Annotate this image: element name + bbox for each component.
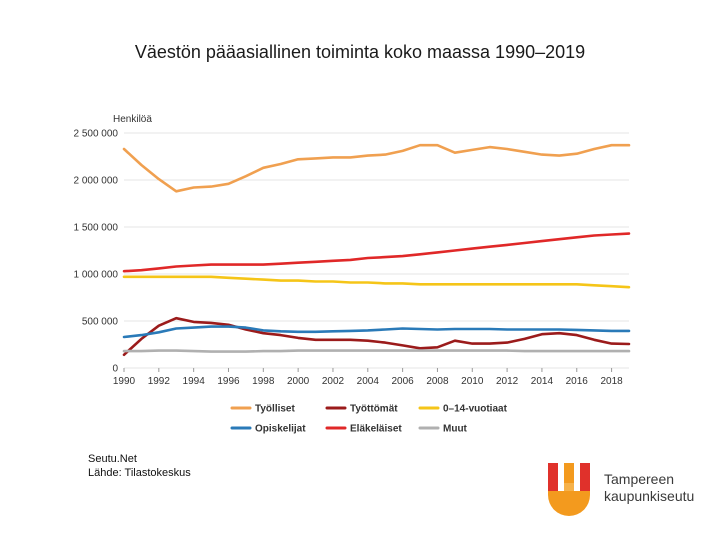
x-tick-label-1992: 1992 xyxy=(148,376,171,387)
slide-title: Väestön pääasiallinen toiminta koko maas… xyxy=(134,42,586,62)
source-note: Seutu.Net Lähde: Tilastokeskus xyxy=(88,452,191,480)
x-axis-ticks: 1990 1992 1994 1996 1998 2000 2002 2004 2006 2008… xyxy=(113,368,623,387)
tampereen-kaupunkiseutu-logo: Tampereen kaupunkiseutu xyxy=(546,461,706,521)
x-tick-label-2000: 2000 xyxy=(287,376,310,387)
x-tick-label-1994: 1994 xyxy=(183,376,206,387)
x-tick-label-2012: 2012 xyxy=(496,376,519,387)
series-lines xyxy=(122,143,631,357)
series-line-0-14 xyxy=(122,275,631,289)
y-axis-ticks: 0 500 000 1 000 000 1 500 000 2 000 000 2 500… xyxy=(74,129,119,375)
x-tick-label-2004: 2004 xyxy=(357,376,380,387)
x-tick-label-1996: 1996 xyxy=(217,376,240,387)
legend-label-tyolliset: Työlliset xyxy=(255,404,295,415)
legend: Työlliset Työttömät 0–14-vuotiaat Opiskelij… xyxy=(230,404,508,435)
y-tick-label-0: 0 xyxy=(112,364,118,375)
x-tick-label-1990: 1990 xyxy=(113,376,136,387)
legend-item-0-14: 0–14-vuotiaat xyxy=(418,404,508,415)
x-tick-label-2002: 2002 xyxy=(322,376,345,387)
logo-mark-icon xyxy=(548,463,590,516)
series-line-opiskelijat xyxy=(122,325,631,339)
legend-item-elakelaiset: Eläkeläiset xyxy=(325,424,402,435)
source-line-tilastokeskus: Lähde: Tilastokeskus xyxy=(88,467,191,479)
y-tick-label-2000000: 2 000 000 xyxy=(74,176,119,187)
legend-item-tyolliset: Työlliset xyxy=(230,404,295,415)
x-tick-label-2014: 2014 xyxy=(531,376,554,387)
y-axis-label: Henkilöä xyxy=(113,114,152,125)
y-tick-label-500000: 500 000 xyxy=(82,317,119,328)
x-tick-label-2008: 2008 xyxy=(426,376,449,387)
legend-label-opiskelijat: Opiskelijat xyxy=(255,424,306,435)
legend-item-opiskelijat: Opiskelijat xyxy=(230,424,306,435)
series-line-tyottomat xyxy=(122,316,631,357)
line-chart: Henkilöä 0 500 000 1 000 000 1 500 000 2 000… xyxy=(74,114,631,435)
legend-item-tyottomat: Työttömät xyxy=(325,404,398,415)
y-tick-label-2500000: 2 500 000 xyxy=(74,129,119,140)
source-line-seutunet: Seutu.Net xyxy=(88,453,137,465)
x-tick-label-2016: 2016 xyxy=(566,376,589,387)
series-line-elakelaiset xyxy=(122,232,631,273)
logo-line-kaupunkiseutu: kaupunkiseutu xyxy=(604,488,695,504)
x-tick-label-2010: 2010 xyxy=(461,376,484,387)
x-tick-label-2006: 2006 xyxy=(391,376,414,387)
legend-label-elakelaiset: Eläkeläiset xyxy=(350,424,402,435)
logo-line-tampereen: Tampereen xyxy=(604,471,675,487)
x-tick-label-1998: 1998 xyxy=(252,376,275,387)
legend-label-muut: Muut xyxy=(443,424,468,435)
gridlines xyxy=(124,132,629,369)
legend-item-muut: Muut xyxy=(418,424,468,435)
legend-label-tyottomat: Työttömät xyxy=(350,404,398,415)
y-tick-label-1500000: 1 500 000 xyxy=(74,223,119,234)
series-line-tyolliset xyxy=(122,143,631,193)
logo-text: Tampereen kaupunkiseutu xyxy=(604,471,694,505)
y-tick-label-1000000: 1 000 000 xyxy=(74,270,119,281)
legend-label-0-14: 0–14-vuotiaat xyxy=(443,404,508,415)
series-line-muut xyxy=(122,349,631,353)
x-tick-label-2018: 2018 xyxy=(600,376,623,387)
